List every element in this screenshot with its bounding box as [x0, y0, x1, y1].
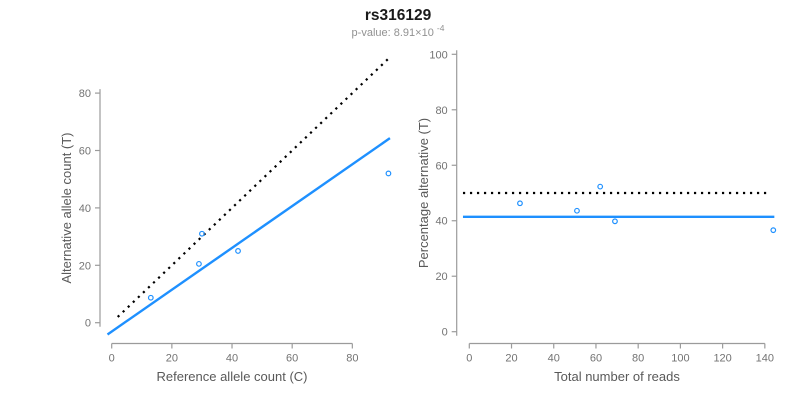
y-tick-label: 40 — [435, 216, 447, 228]
x-tick-label: 0 — [466, 353, 472, 365]
identity-line — [116, 57, 390, 318]
pvalue-exponent: -4 — [437, 23, 445, 33]
x-tick-label: 40 — [226, 353, 238, 365]
y-axis-title: Percentage alternative (T) — [416, 118, 431, 268]
y-tick-label: 80 — [79, 88, 91, 100]
y-tick-label: 80 — [435, 105, 447, 117]
y-tick-label: 40 — [79, 203, 91, 215]
y-tick-label: 60 — [79, 146, 91, 158]
x-tick-label: 60 — [286, 353, 298, 365]
left-plot: 0 20 40 60 80 Reference allele count (C) 0 20 40… — [59, 57, 392, 384]
x-tick-label: 60 — [590, 353, 602, 365]
y-tick-label: 20 — [435, 271, 447, 283]
x-tick-label: 140 — [756, 353, 774, 365]
x-axis-title: Reference allele count (C) — [156, 369, 307, 384]
x-tick-label: 80 — [346, 353, 358, 365]
data-point — [385, 170, 392, 177]
regression-line — [106, 137, 391, 336]
x-tick-label: 100 — [671, 353, 689, 365]
data-point — [196, 260, 202, 267]
data-point — [199, 230, 205, 237]
data-point — [574, 207, 580, 214]
x-tick-label: 80 — [632, 353, 644, 365]
data-point — [147, 294, 154, 301]
pvalue-text: p-value: 8.91×10 — [352, 27, 434, 39]
x-tick-label: 20 — [505, 353, 517, 365]
y-axis-title: Alternative allele count (T) — [59, 132, 74, 283]
data-point — [770, 227, 777, 234]
data-point — [597, 183, 604, 190]
x-tick-label: 0 — [109, 353, 115, 365]
x-tick-label: 120 — [713, 353, 731, 365]
y-tick-label: 20 — [79, 260, 91, 272]
data-point — [517, 200, 523, 207]
right-plot: 0 20 40 60 80 100 120 140 Total number of reads 0… — [416, 49, 777, 384]
y-tick-label: 100 — [429, 49, 447, 61]
page-title: rs316129 — [365, 7, 432, 24]
x-tick-label: 20 — [166, 353, 178, 365]
y-tick-label: 60 — [435, 160, 447, 172]
pvalue-subtitle: p-value: 8.91×10 -4 — [352, 23, 445, 39]
y-tick-label: 0 — [442, 327, 448, 339]
y-tick-label: 0 — [85, 318, 91, 330]
data-point — [612, 218, 618, 225]
data-point — [235, 248, 241, 254]
x-axis-title: Total number of reads — [554, 369, 680, 384]
x-tick-label: 40 — [548, 353, 560, 365]
